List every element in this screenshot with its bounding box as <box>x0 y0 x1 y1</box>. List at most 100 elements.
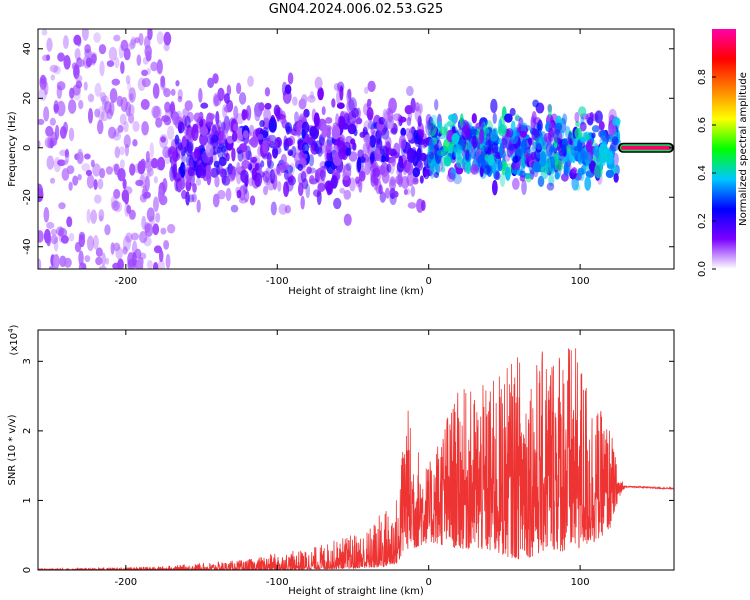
spectrogram-cell <box>516 145 525 157</box>
spectrogram-cell <box>43 206 50 223</box>
spectrogram-cell <box>314 140 323 155</box>
spectrogram-cell <box>156 59 164 75</box>
spectrogram-cell <box>528 137 534 146</box>
spectrogram-cell <box>287 72 294 85</box>
spectrogram-cell <box>574 127 583 140</box>
spectrogram-cell <box>508 166 513 176</box>
spectrogram-cell <box>185 142 193 157</box>
spectrogram-cell <box>63 159 69 166</box>
spectrogram-cell <box>124 202 130 217</box>
spectrogram-ytick-label: 20 <box>22 92 33 105</box>
spectrogram-cell <box>585 141 593 153</box>
spectrogram-cell <box>193 146 201 160</box>
spectrogram-cell <box>443 155 452 167</box>
spectrogram-cell <box>59 255 67 267</box>
spectrogram-cell <box>200 102 209 109</box>
spectrogram-cell <box>123 48 131 61</box>
spectrogram-cell <box>131 240 138 257</box>
spectrogram-cell <box>276 113 286 120</box>
spectrogram-cell <box>605 151 614 165</box>
spectrogram-cell <box>115 246 123 260</box>
spectrogram-cell <box>156 58 163 74</box>
spectrogram-cell <box>110 242 115 255</box>
spectrogram-cell <box>43 106 50 122</box>
spectrogram-cell <box>539 151 547 168</box>
spectrogram-cell <box>264 87 271 97</box>
spectrogram-cell <box>589 112 594 119</box>
spectrogram-cell <box>153 176 159 184</box>
spectrogram-cell <box>490 130 499 142</box>
spectrogram-cell <box>612 116 621 127</box>
spectrogram-cell <box>386 163 392 174</box>
spectrogram-cell <box>268 122 277 133</box>
spectrogram-cell <box>73 90 81 101</box>
spectrogram-cell <box>129 163 136 176</box>
spectrogram-cell <box>363 134 371 144</box>
spectrogram-cell <box>274 136 282 148</box>
spectrogram-cell <box>319 142 326 154</box>
spectrogram-cell <box>262 126 269 137</box>
spectrogram-cell <box>273 139 281 148</box>
spectrogram-cell <box>185 154 194 167</box>
spectrogram-cell <box>553 136 558 149</box>
spectrogram-cell <box>471 137 479 149</box>
spectrogram-cell <box>347 111 357 126</box>
snr-scale-label: (x104) <box>7 324 20 355</box>
spectrogram-cell <box>553 129 563 144</box>
spectrogram-cell <box>144 223 154 237</box>
snr-scale-exponent: 4 <box>7 328 15 333</box>
spectrogram-cell <box>465 160 472 175</box>
spectrogram-cell <box>433 171 440 179</box>
spectrogram-cell <box>387 108 394 123</box>
spectrogram-cell <box>50 228 58 236</box>
spectrogram-cell <box>238 92 247 105</box>
spectrogram-cell <box>58 227 68 238</box>
spectrogram-cell <box>406 147 415 164</box>
spectrogram-cell <box>119 159 125 169</box>
spectrogram-cell <box>348 177 356 192</box>
spectrogram-cell <box>363 120 371 131</box>
spectrogram-cell <box>156 31 164 45</box>
spectrogram-cell <box>339 164 346 173</box>
spectrogram-cell <box>378 116 385 125</box>
spectrogram-cell <box>300 195 305 210</box>
spectrogram-cell <box>198 132 208 146</box>
spectrogram-cell <box>345 147 352 157</box>
spectrogram-cell <box>364 86 369 95</box>
spectrogram-cell <box>117 258 124 269</box>
spectrogram-xtick-label: 100 <box>571 276 590 287</box>
spectrogram-cell <box>532 99 540 108</box>
spectrogram-cell <box>94 194 102 204</box>
snr-ytick-label: 0 <box>22 567 33 573</box>
spectrogram-cell <box>134 37 140 44</box>
spectrogram-cell <box>40 78 46 85</box>
spectrogram-cell <box>521 179 527 196</box>
spectrogram-cell <box>236 189 242 199</box>
spectrogram-cell <box>45 125 54 137</box>
spectrogram-xtick-label: 0 <box>425 276 431 287</box>
spectrogram-cell <box>497 159 503 172</box>
spectrogram-cell <box>53 65 61 75</box>
spectrogram-cell <box>230 204 239 213</box>
spectrogram-cell <box>594 110 603 124</box>
spectrogram-cell <box>343 213 352 226</box>
spectrogram-cell <box>192 182 197 193</box>
spectrogram-cell <box>434 149 442 165</box>
spectrogram-cell <box>75 74 83 83</box>
spectrogram-cell <box>358 170 366 182</box>
spectrogram-cell <box>197 162 207 179</box>
spectrogram-cell <box>242 130 249 139</box>
spectrogram-cell <box>213 160 220 168</box>
spectrogram-cell <box>97 106 105 122</box>
spectrogram-cell <box>546 182 555 191</box>
spectrogram-cell <box>44 136 54 149</box>
spectrogram-cell <box>268 117 277 133</box>
spectrogram-cell <box>317 182 326 192</box>
spectrogram-cell <box>574 111 580 123</box>
colorbar-gradient <box>712 29 736 269</box>
spectrogram-cell <box>163 116 172 126</box>
spectrogram-xtick-label: -200 <box>114 276 137 287</box>
spectrogram-cell <box>56 100 66 117</box>
spectrogram-cell <box>77 59 85 68</box>
spectrogram-cell <box>367 144 373 157</box>
